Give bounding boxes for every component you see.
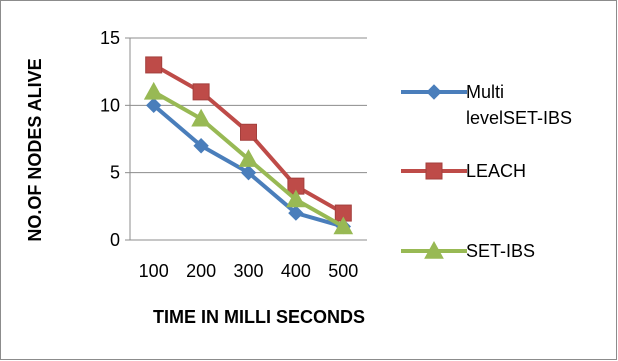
data-point <box>288 205 304 221</box>
x-tick-label: 400 <box>281 261 311 281</box>
data-point <box>240 164 257 181</box>
data-point <box>193 138 209 154</box>
y-tick-label: 5 <box>110 163 120 183</box>
legend-marker <box>424 240 444 259</box>
x-tick-label: 300 <box>233 261 263 281</box>
series-set-ibs <box>143 81 354 235</box>
data-point <box>145 56 163 74</box>
data-point <box>286 189 306 208</box>
legend-marker <box>425 162 443 180</box>
y-axis-title: NO.OF NODES ALIVE <box>25 58 45 241</box>
legend-label: SET-IBS <box>466 241 535 261</box>
data-point <box>145 97 162 114</box>
legend-item: LEACH <box>401 161 526 181</box>
series-leach <box>145 56 352 222</box>
legend: Multi levelSET-IBS LEACH SET-IBS <box>401 82 572 261</box>
axes: 0 5 10 15 100 200 300 400 500 <box>100 28 358 281</box>
legend-item: Multi levelSET-IBS <box>401 82 572 128</box>
data-point <box>192 83 210 101</box>
legend-label: LEACH <box>466 161 526 181</box>
legend-label: Multi <box>466 82 504 102</box>
x-axis-title: TIME IN MILLI SECONDS <box>153 307 365 327</box>
data-point <box>238 149 259 167</box>
legend-marker <box>426 84 442 100</box>
legend-item: SET-IBS <box>401 240 535 261</box>
y-tick-label: 10 <box>100 95 120 115</box>
data-point <box>143 81 164 100</box>
data-point <box>191 108 211 127</box>
y-tick-label: 15 <box>100 28 120 48</box>
data-point <box>240 123 257 141</box>
x-tick-label: 200 <box>186 261 216 281</box>
x-tick-label: 100 <box>139 261 169 281</box>
data-point <box>333 216 354 235</box>
x-tick-label: 500 <box>328 261 358 281</box>
y-tick-label: 0 <box>110 230 120 250</box>
legend-label: levelSET-IBS <box>466 108 572 128</box>
series-group <box>143 56 354 235</box>
